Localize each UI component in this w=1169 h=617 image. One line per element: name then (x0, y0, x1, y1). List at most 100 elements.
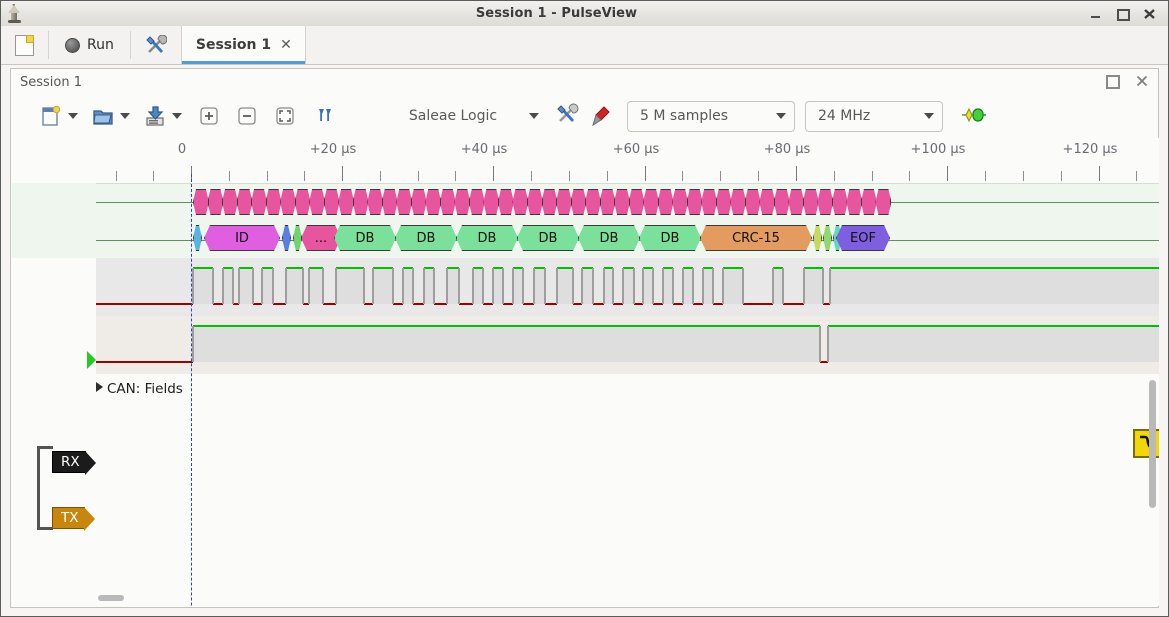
settings-button[interactable] (131, 26, 181, 64)
decoder-bit-cell[interactable] (571, 189, 587, 215)
decoder-field-db[interactable]: DB (517, 225, 579, 251)
trace-viewport[interactable]: 0 +20 µs +40 µs +60 µs +80 µs +100 µs +1… (12, 138, 1159, 606)
decoder-bit-cell[interactable] (208, 189, 224, 215)
decoder-field-id[interactable]: ID (204, 225, 280, 251)
decoder-bit-cell[interactable] (600, 189, 616, 215)
decoder-bit-cell[interactable] (745, 189, 761, 215)
decoder-bit-cell[interactable] (367, 189, 383, 215)
decoder-bit-cell[interactable] (875, 189, 891, 215)
decoder-bit-cell[interactable] (643, 189, 659, 215)
open-file-button[interactable] (89, 102, 117, 130)
decoder-bit-cell[interactable] (658, 189, 674, 215)
expander-triangle-icon[interactable] (96, 382, 103, 392)
new-session-button[interactable] (1, 26, 48, 64)
zoom-fit-button[interactable] (271, 102, 299, 130)
save-file-menu-arrow[interactable] (169, 102, 185, 130)
decoder-bit-cell[interactable] (730, 189, 746, 215)
decoder-bit-cell[interactable] (266, 189, 282, 215)
decoder-field-db[interactable]: DB (578, 225, 640, 251)
decoder-bit-cell[interactable] (527, 189, 543, 215)
decoder-bit-cell[interactable] (222, 189, 238, 215)
sample-count-selector[interactable]: 5 M samples (627, 100, 795, 132)
decoder-field-marker[interactable] (282, 225, 291, 251)
decoder-bit-cell[interactable] (498, 189, 514, 215)
decoder-bit-cell[interactable] (542, 189, 558, 215)
decoder-bit-cell[interactable] (672, 189, 688, 215)
run-button[interactable]: Run (49, 26, 130, 64)
decoder-field-db[interactable]: DB (395, 225, 457, 251)
decoder-bit-cell[interactable] (353, 189, 369, 215)
zoom-out-button[interactable] (233, 102, 261, 130)
decoder-bit-cell[interactable] (338, 189, 354, 215)
decoder-bit-cell[interactable] (382, 189, 398, 215)
close-window-button[interactable] (1143, 7, 1156, 21)
channel-badge-tx[interactable]: TX (52, 507, 94, 531)
decoder-bit-cell[interactable] (469, 189, 485, 215)
new-file-menu-arrow[interactable] (65, 102, 81, 130)
decoder-field-marker[interactable] (813, 225, 822, 251)
decoder-bit-cell[interactable] (309, 189, 325, 215)
signal-row-tx[interactable] (96, 316, 1159, 374)
channel-badge-rx[interactable]: RX (52, 451, 96, 475)
decoder-bit-cell[interactable] (396, 189, 412, 215)
decoder-bit-cell[interactable] (629, 189, 645, 215)
decoder-bit-cell[interactable] (846, 189, 862, 215)
close-icon[interactable]: ✕ (280, 37, 292, 53)
signal-row-rx[interactable] (96, 258, 1159, 316)
device-selector[interactable]: Saleae Logic (367, 101, 547, 131)
decoder-field-crc15[interactable]: CRC-15 (700, 225, 812, 251)
decoder-field-marker[interactable] (193, 225, 202, 251)
decoder-bit-cell[interactable] (861, 189, 877, 215)
show-cursors-button[interactable] (311, 102, 339, 130)
decoder-bit-cell[interactable] (237, 189, 253, 215)
decoder-bit-cell[interactable] (251, 189, 267, 215)
connector-button[interactable] (961, 106, 987, 126)
decoder-row-fields[interactable]: ID... DB DB DB DB DB DB CRC-15 EOF (96, 222, 1159, 259)
decoder-field-marker[interactable] (293, 225, 302, 251)
decoder-bit-cell[interactable] (701, 189, 717, 215)
probe-button[interactable] (587, 103, 613, 129)
decoder-field-marker[interactable] (823, 225, 832, 251)
horizontal-scrollbar[interactable] (98, 595, 124, 601)
decoder-bit-cell[interactable] (280, 189, 296, 215)
decoder-bit-cell[interactable] (788, 189, 804, 215)
decoder-field-eof[interactable]: EOF (836, 225, 890, 251)
decoder-bit-cell[interactable] (454, 189, 470, 215)
decoder-bit-cell[interactable] (295, 189, 311, 215)
decoder-bit-cell[interactable] (832, 189, 848, 215)
decoder-bit-cell[interactable] (483, 189, 499, 215)
device-config-button[interactable] (553, 102, 581, 130)
decoder-field-db[interactable]: DB (456, 225, 518, 251)
decoder-bit-cell[interactable] (817, 189, 833, 215)
decoder-bit-cell[interactable] (716, 189, 732, 215)
decoder-bit-cell[interactable] (425, 189, 441, 215)
open-file-menu-arrow[interactable] (117, 102, 133, 130)
decoder-field-db[interactable]: DB (334, 225, 396, 251)
decoder-bit-cell[interactable] (687, 189, 703, 215)
decoder-bit-cell[interactable] (803, 189, 819, 215)
decoder-bit-cell[interactable] (512, 189, 528, 215)
subwindow-restore-button[interactable] (1106, 75, 1120, 89)
zoom-in-button[interactable] (195, 102, 223, 130)
decoder-bit-cell[interactable] (411, 189, 427, 215)
decoder-bit-cell[interactable] (774, 189, 790, 215)
decoder-bit-cell[interactable] (759, 189, 775, 215)
decoder-bit-cell[interactable] (440, 189, 456, 215)
new-file-button[interactable] (37, 102, 65, 130)
tab-session-1[interactable]: Session 1 ✕ (180, 26, 306, 64)
subwindow-close-button[interactable] (1136, 75, 1148, 89)
save-file-button[interactable] (141, 102, 169, 130)
time-cursor[interactable] (191, 174, 192, 606)
time-ruler[interactable]: 0 +20 µs +40 µs +60 µs +80 µs +100 µs +1… (12, 138, 1159, 183)
minimize-button[interactable] (1089, 7, 1102, 21)
maximize-button[interactable] (1116, 7, 1130, 21)
decoder-bit-cell[interactable] (324, 189, 340, 215)
decoder-bit-cell[interactable] (585, 189, 601, 215)
decoder-bit-cell[interactable] (614, 189, 630, 215)
decoder-field-db[interactable]: DB (639, 225, 701, 251)
decoder-bit-cell[interactable] (556, 189, 572, 215)
sample-rate-selector[interactable]: 24 MHz (805, 100, 943, 132)
decoder-row-bits[interactable] (96, 184, 1159, 222)
vertical-scrollbar[interactable] (1149, 380, 1156, 508)
decoder-bit-cell[interactable] (193, 189, 209, 215)
